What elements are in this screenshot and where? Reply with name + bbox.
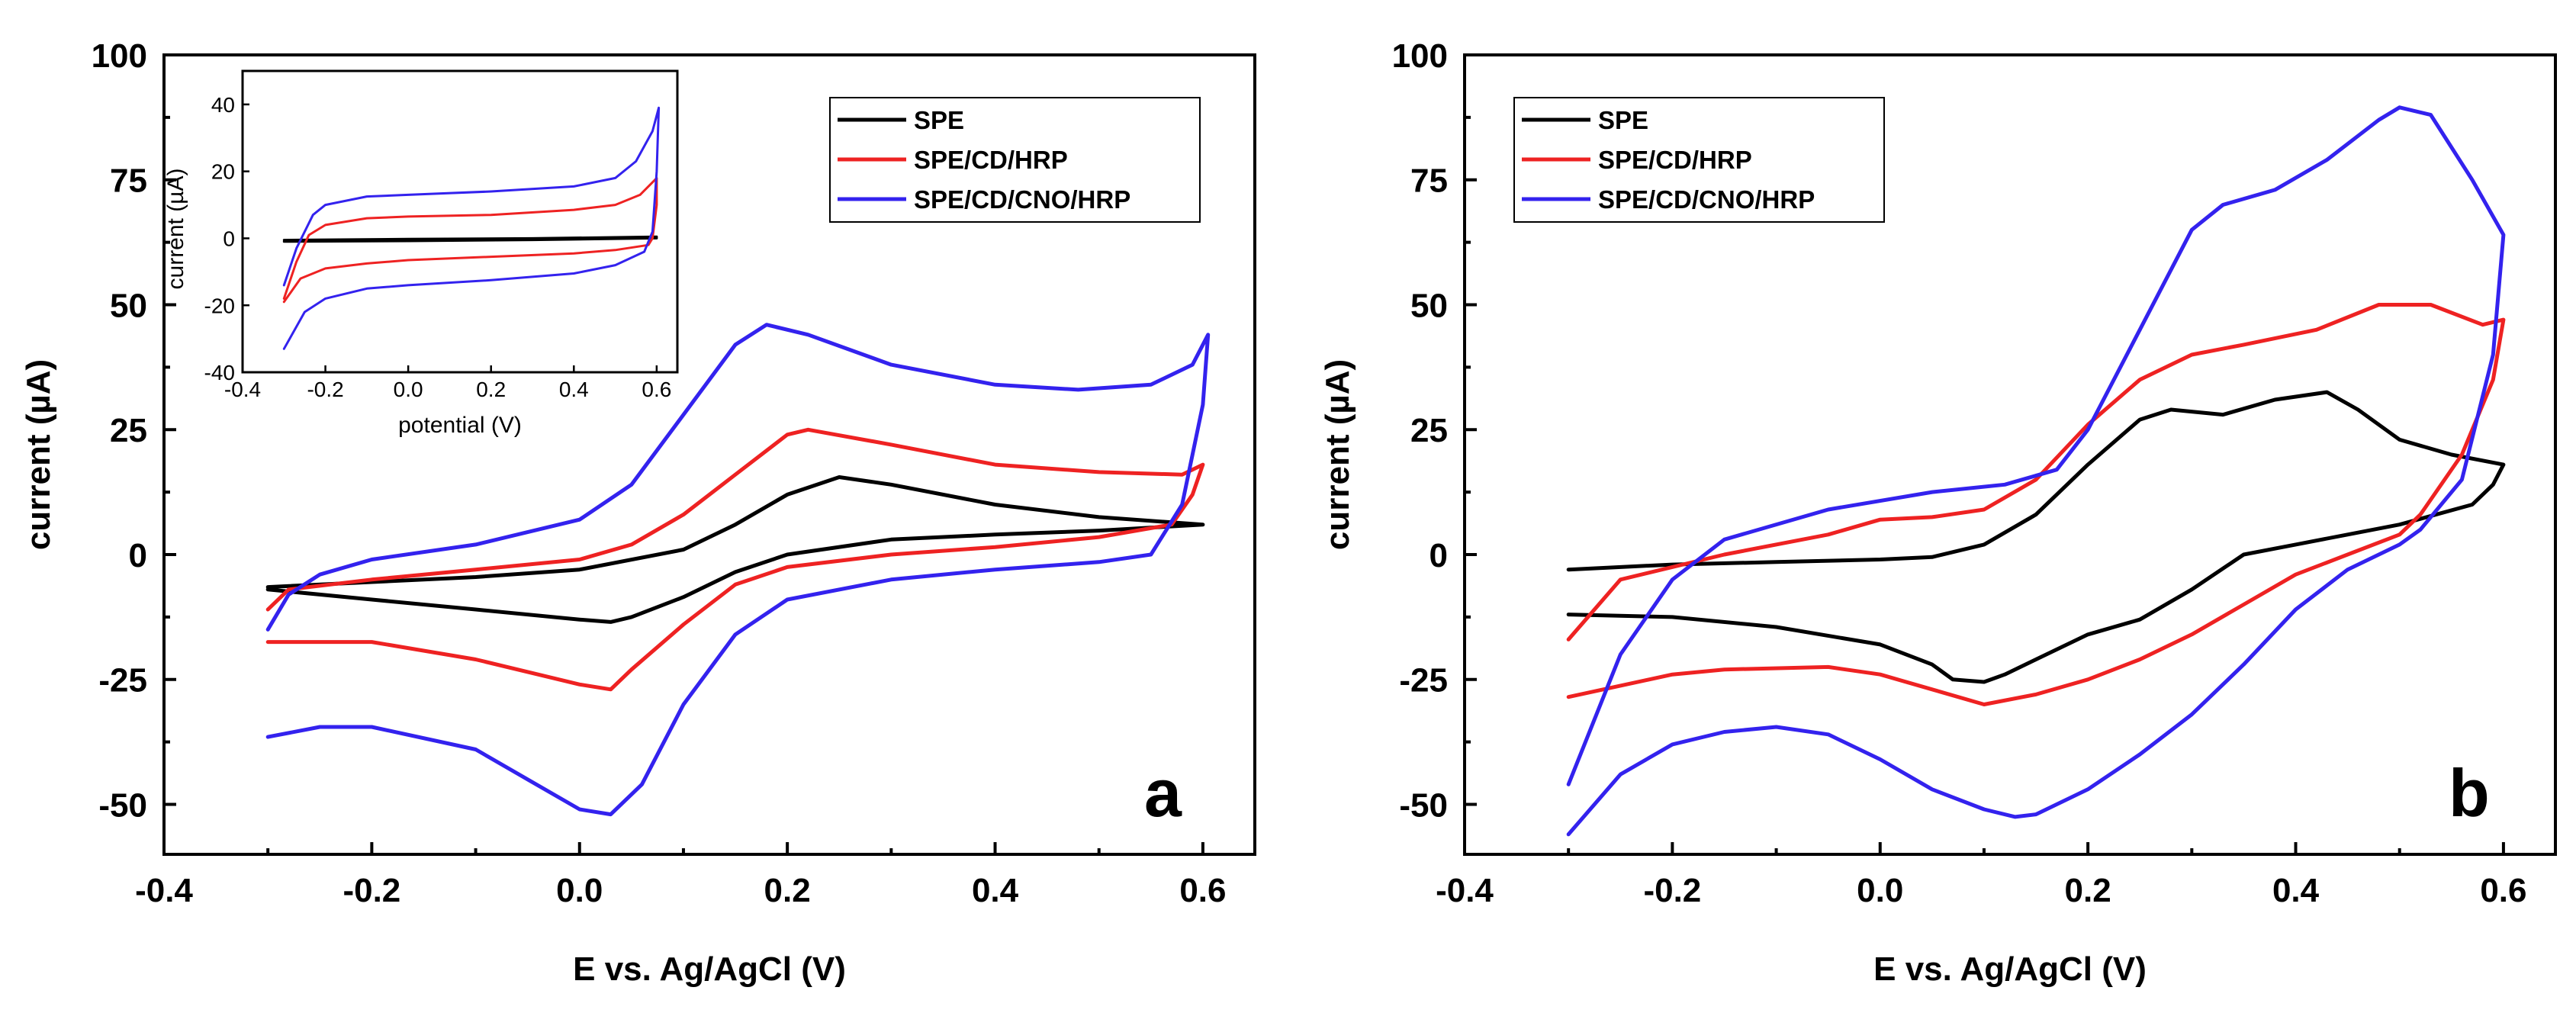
panel-b-y-tick-label: 100	[1392, 37, 1448, 75]
panel-b-x-tick-label: -0.2	[1643, 872, 1701, 909]
panel-b-series-spe-cd-hrp	[1566, 303, 2506, 706]
panel-a-series-spe	[265, 475, 1205, 624]
panel-a-y-tick-label: 75	[110, 162, 147, 200]
inset-y-axis-title: current (µA)	[163, 169, 188, 290]
panel-b-y-tick-label: -25	[1399, 662, 1448, 699]
inset-y-tick-label: 20	[211, 160, 235, 184]
panel-b-y-tick-label: 0	[1430, 537, 1448, 574]
inset-y-ticks: -40 -20 0 20 40	[204, 93, 249, 384]
panel-b-legend-label-cd-hrp: SPE/CD/HRP	[1598, 146, 1752, 174]
panel-a-legend-label-cd-cno-hrp: SPE/CD/CNO/HRP	[914, 185, 1130, 214]
panel-a-y-tick-label: -25	[98, 662, 147, 699]
panel-a-y-tick-label: 0	[129, 537, 147, 574]
inset-background	[243, 71, 677, 372]
panel-a-y-tick-label: 50	[110, 287, 147, 324]
inset-x-tick-label: -0.4	[224, 378, 261, 401]
panel-a-y-axis-title: current (µA)	[20, 359, 57, 550]
panel-b-legend-label-cd-cno-hrp: SPE/CD/CNO/HRP	[1598, 185, 1815, 214]
panel-a-legend-label-cd-hrp: SPE/CD/HRP	[914, 146, 1068, 174]
panel-a-frame	[162, 53, 1256, 856]
inset-x-tick-label: 0.2	[476, 378, 506, 401]
panel-b-x-tick-label: -0.4	[1436, 872, 1494, 909]
panel-a-x-tick-label: 0.4	[972, 872, 1019, 909]
inset-series-spe	[282, 235, 658, 243]
inset-x-ticks: -0.4 -0.2 0.0 0.2 0.4 0.6	[224, 365, 671, 401]
panel-b-x-tick-label: 0.0	[1857, 872, 1903, 909]
panel-b-legend-label-spe: SPE	[1598, 106, 1648, 134]
panel-a-series-group	[265, 323, 1211, 817]
panel-a-x-ticks: -0.4 -0.2 0.0 0.2 0.4 0.6	[135, 842, 1226, 909]
panel-a-letter: a	[1144, 755, 1182, 831]
panel-a-series-spe-cd-cno-hrp	[265, 323, 1211, 817]
panel-b-legend: SPE SPE/CD/HRP SPE/CD/CNO/HRP	[1513, 97, 1885, 223]
panel-b-x-tick-label: 0.2	[2065, 872, 2111, 909]
panel-a-legend: SPE SPE/CD/HRP SPE/CD/CNO/HRP	[829, 97, 1201, 223]
inset-series-group	[282, 106, 661, 350]
panel-b-y-tick-label: 50	[1410, 287, 1448, 324]
panel-b-y-tick-label: 25	[1410, 412, 1448, 449]
panel-b-y-axis-title: current (µA)	[1319, 359, 1356, 550]
panel-a-y-ticks: -50 -25 0 25 50 75 100	[92, 37, 176, 824]
inset-y-tick-label: 0	[223, 227, 235, 251]
inset-y-tick-label: 40	[211, 93, 235, 117]
panel-b-series-spe	[1566, 390, 2506, 684]
inset-series-spe-cd-hrp	[282, 176, 658, 304]
inset-y-tick-label: -20	[204, 294, 235, 317]
panel-a-legend-label-spe: SPE	[914, 106, 964, 134]
panel-b-y-tick-label: 75	[1410, 162, 1448, 200]
panel-a-x-tick-label: -0.2	[343, 872, 400, 909]
panel-b-x-tick-label: 0.4	[2272, 872, 2320, 909]
inset-x-tick-label: 0.0	[394, 378, 423, 401]
panel-a-y-tick-label: 25	[110, 412, 147, 449]
panel-a-x-tick-label: 0.2	[764, 872, 811, 909]
panel-b-x-axis-title: E vs. Ag/AgCl (V)	[1873, 950, 2147, 988]
panel-a-x-tick-label: 0.6	[1179, 872, 1226, 909]
panel-a-y-tick-label: -50	[98, 786, 147, 824]
inset-series-spe-cd-cno-hrp	[282, 106, 661, 350]
panel-b: -50 -25 0 25 50 75 100 -0.4 -0.2 0.0 0.2 0.4 0.6 E …	[1319, 37, 2557, 988]
panel-a-series-spe-cd-hrp	[265, 427, 1205, 692]
inset-x-axis-title: potential (V)	[398, 413, 522, 438]
inset-y-tick-label: -40	[204, 361, 235, 384]
panel-b-x-tick-label: 0.6	[2480, 872, 2526, 909]
panel-a-x-tick-label: -0.4	[135, 872, 193, 909]
panel-a-x-axis-title: E vs. Ag/AgCl (V)	[573, 950, 846, 988]
inset-x-tick-label: 0.4	[559, 378, 589, 401]
panel-a: -50 -25 0 25 50 75 100 -0.4 -0.2 0.0 0.2 0.4 0.6 E …	[20, 37, 1256, 988]
panel-b-frame	[1463, 53, 2557, 856]
panel-b-y-tick-label: -50	[1399, 786, 1448, 824]
panel-b-x-ticks: -0.4 -0.2 0.0 0.2 0.4 0.6	[1436, 842, 2526, 909]
panel-b-series-group	[1566, 105, 2506, 837]
inset-x-tick-label: 0.6	[642, 378, 671, 401]
panel-b-series-spe-cd-cno-hrp	[1566, 105, 2506, 837]
panel-a-x-tick-label: 0.0	[556, 872, 603, 909]
panel-b-y-ticks: -50 -25 0 25 50 75 100	[1392, 37, 1477, 824]
panel-b-letter: b	[2449, 755, 2490, 831]
inset-chart: -40 -20 0 20 40 -0.4 -0.2 0.0 0.2 0.4 0.6 potenti…	[163, 69, 679, 438]
inset-x-tick-label: -0.2	[307, 378, 343, 401]
panel-a-y-tick-label: 100	[92, 37, 147, 75]
inset-frame	[241, 69, 679, 374]
